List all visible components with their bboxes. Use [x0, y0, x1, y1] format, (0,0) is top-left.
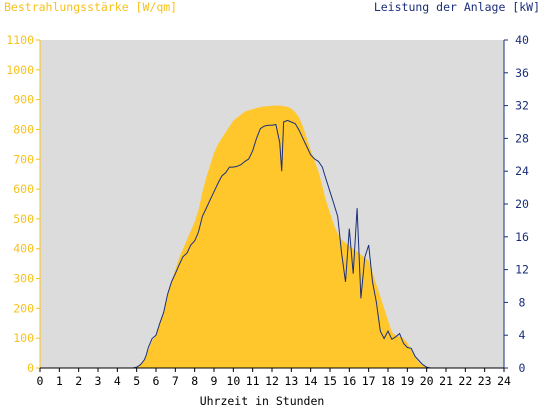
x-tick-label: 4 — [114, 374, 121, 388]
x-tick-label: 21 — [439, 374, 453, 388]
left-axis-title: Bestrahlungsstärke [W/qm] — [4, 0, 177, 14]
right-tick-label: 28 — [515, 131, 529, 145]
right-tick-label: 12 — [515, 263, 529, 277]
x-tick-label: 7 — [172, 374, 179, 388]
x-tick-label: 5 — [133, 374, 140, 388]
x-tick-label: 17 — [362, 374, 376, 388]
left-tick-label: 800 — [13, 122, 34, 136]
right-tick-label: 40 — [515, 33, 529, 47]
right-tick-label: 36 — [515, 66, 529, 80]
x-tick-label: 10 — [226, 374, 240, 388]
x-tick-label: 0 — [37, 374, 44, 388]
right-axis-title: Leistung der Anlage [kW] — [374, 0, 540, 14]
irradiance-area-series — [40, 105, 504, 368]
right-tick-label: 24 — [515, 164, 529, 178]
x-tick-label: 16 — [342, 374, 356, 388]
x-tick-label: 13 — [284, 374, 298, 388]
power-line-series — [40, 119, 504, 369]
right-tick-label: 16 — [515, 230, 529, 244]
left-tick-label: 900 — [13, 93, 34, 107]
x-tick-label: 19 — [400, 374, 414, 388]
right-tick-label: 4 — [519, 328, 526, 342]
x-tick-label: 8 — [191, 374, 198, 388]
x-tick-label: 24 — [497, 374, 511, 388]
x-tick-label: 2 — [75, 374, 82, 388]
x-tick-label: 18 — [381, 374, 395, 388]
left-tick-label: 700 — [13, 152, 34, 166]
x-tick-label: 11 — [246, 374, 260, 388]
x-tick-label: 14 — [304, 374, 318, 388]
x-tick-label: 3 — [95, 374, 102, 388]
x-tick-label: 22 — [458, 374, 472, 388]
left-tick-label: 200 — [13, 301, 34, 315]
left-tick-label: 1000 — [6, 63, 34, 77]
left-tick-label: 100 — [13, 331, 34, 345]
x-tick-label: 12 — [265, 374, 279, 388]
right-tick-label: 20 — [515, 197, 529, 211]
right-tick-label: 8 — [519, 295, 526, 309]
x-tick-label: 20 — [420, 374, 434, 388]
x-axis-title: Uhrzeit in Stunden — [200, 394, 325, 408]
x-tick-label: 9 — [211, 374, 218, 388]
left-tick-label: 600 — [13, 182, 34, 196]
x-tick-label: 23 — [478, 374, 492, 388]
left-tick-label: 1100 — [6, 33, 34, 47]
left-tick-label: 400 — [13, 242, 34, 256]
right-tick-label: 32 — [515, 99, 529, 113]
left-tick-label: 300 — [13, 272, 34, 286]
x-tick-label: 15 — [323, 374, 337, 388]
x-tick-label: 6 — [153, 374, 160, 388]
left-tick-label: 500 — [13, 212, 34, 226]
right-tick-label: 0 — [519, 361, 526, 375]
x-tick-label: 1 — [56, 374, 63, 388]
left-tick-label: 0 — [27, 361, 34, 375]
